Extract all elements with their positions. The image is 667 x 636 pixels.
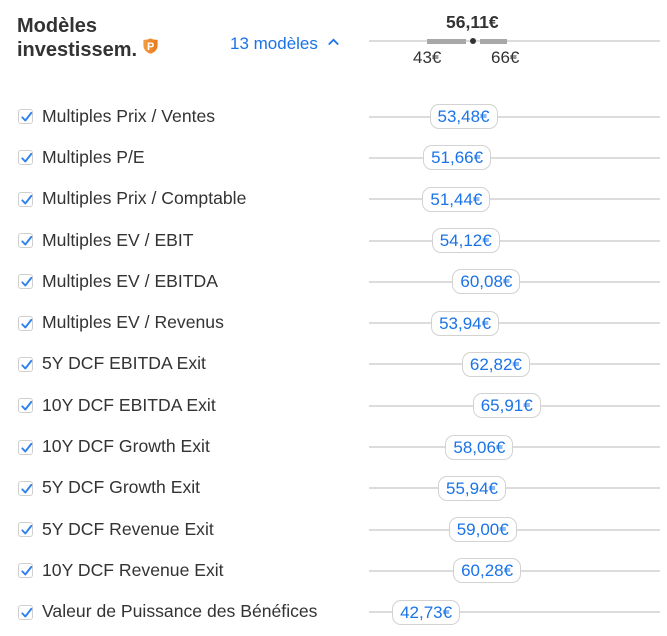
svg-text:P: P — [147, 41, 154, 53]
